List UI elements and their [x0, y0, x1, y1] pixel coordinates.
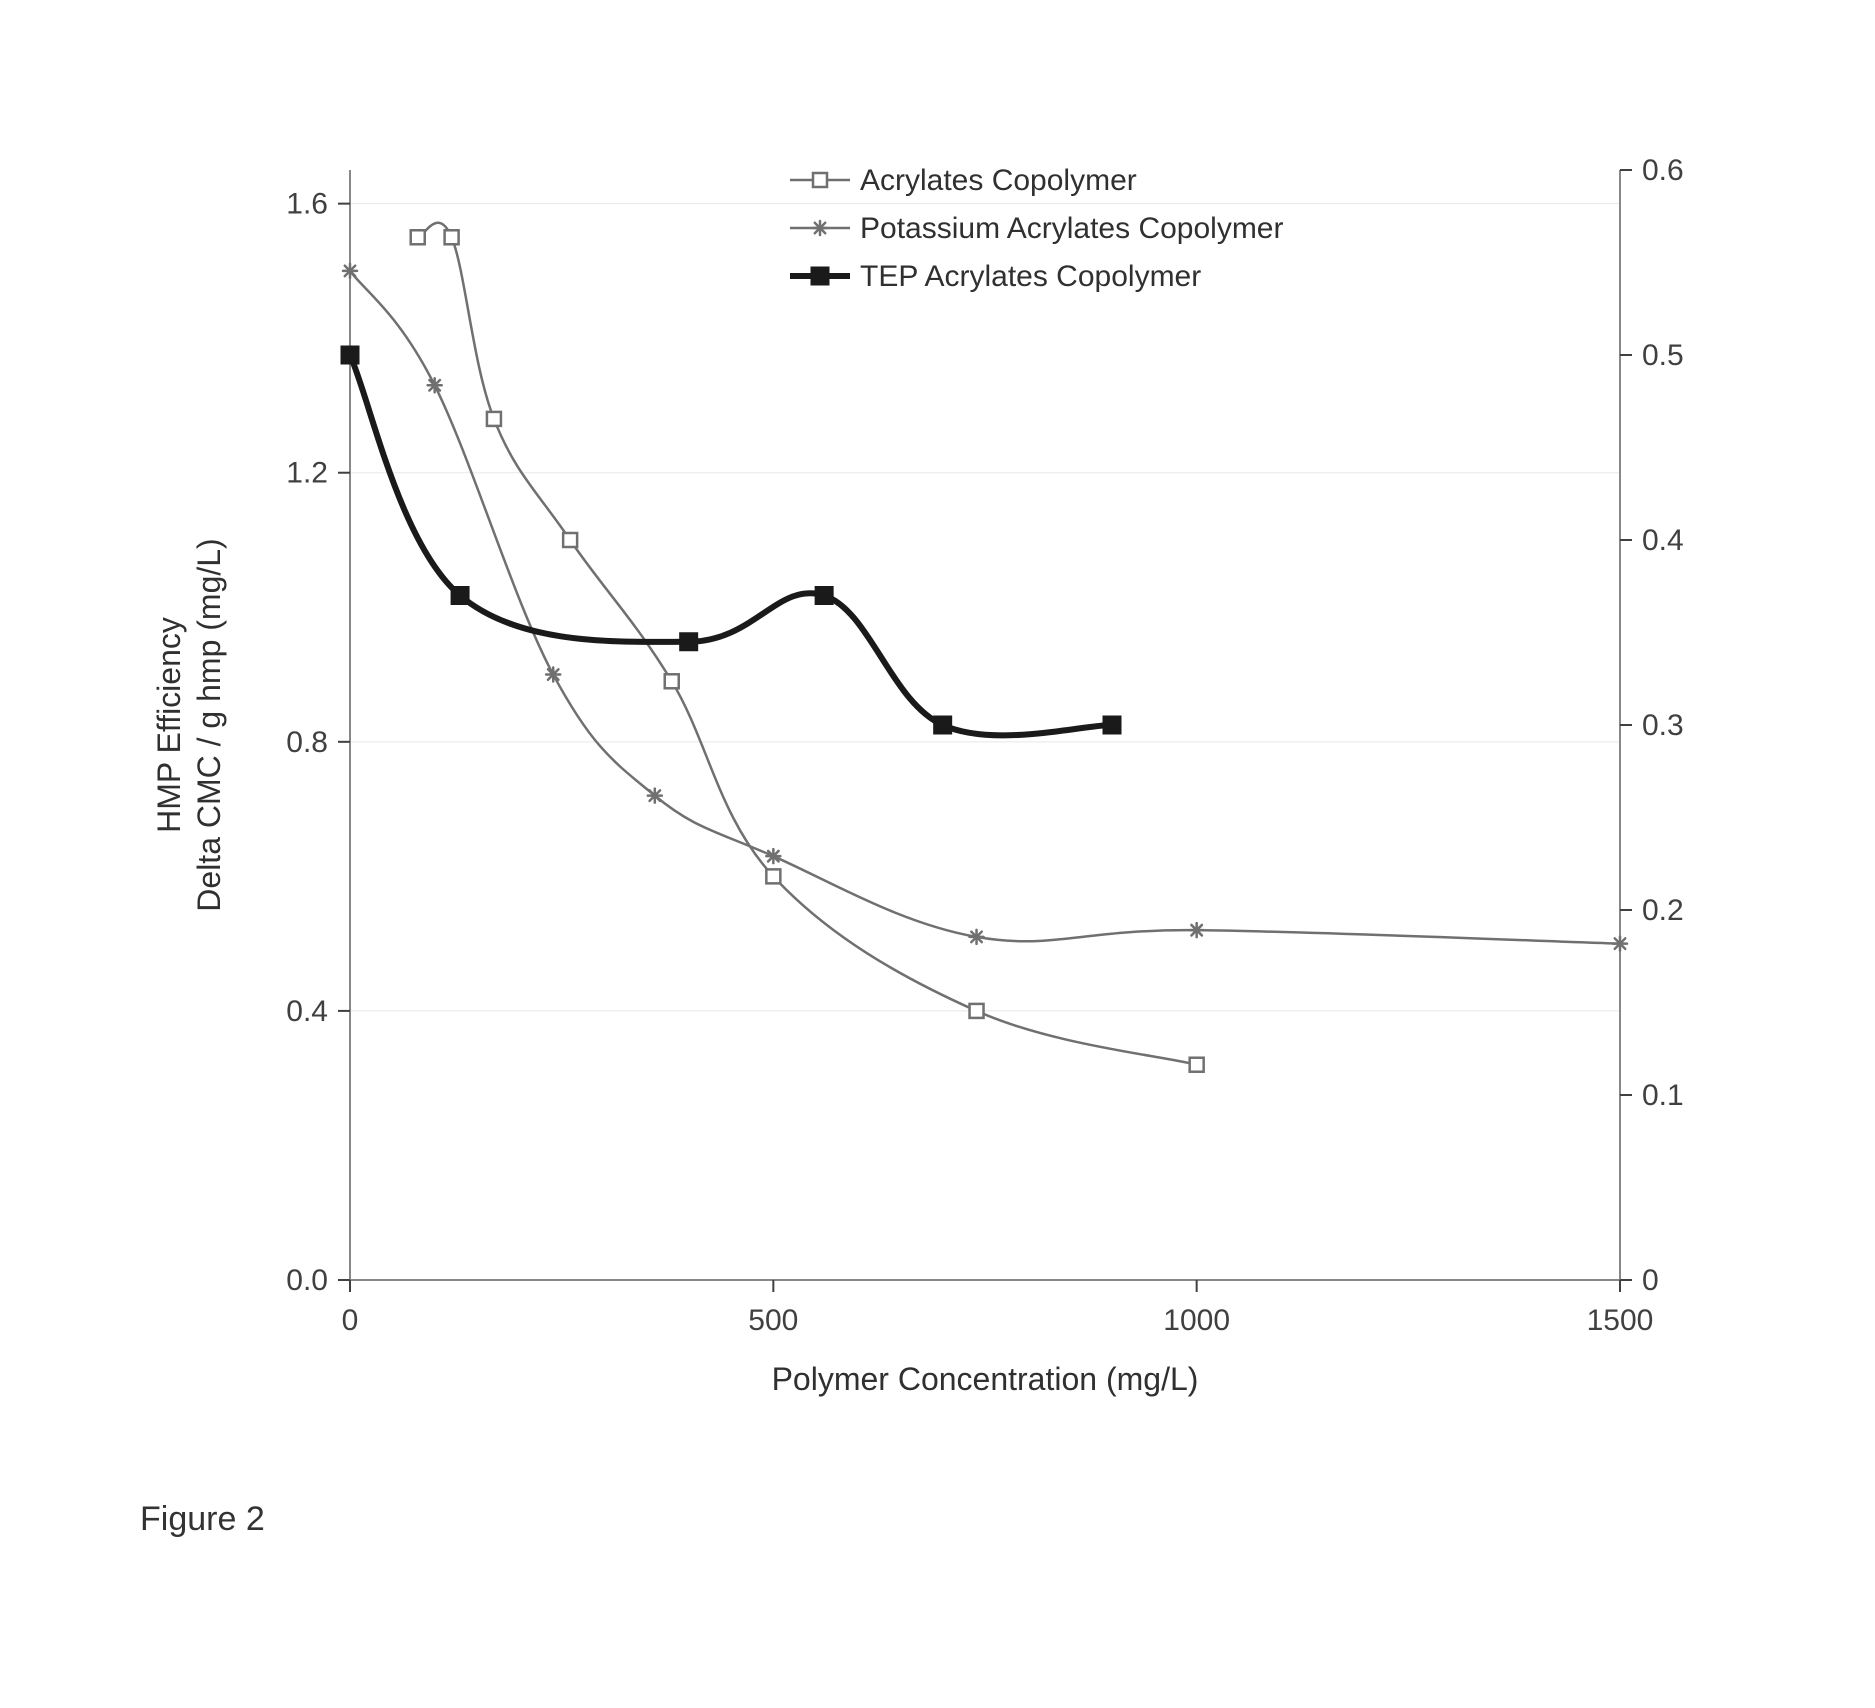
svg-text:1.2: 1.2: [286, 457, 328, 490]
svg-text:0.4: 0.4: [286, 995, 328, 1028]
svg-text:1000: 1000: [1163, 1304, 1230, 1337]
svg-text:0: 0: [1642, 1264, 1659, 1297]
svg-text:Polymer Concentration (mg/L): Polymer Concentration (mg/L): [772, 1361, 1199, 1397]
svg-text:0.4: 0.4: [1642, 524, 1684, 557]
svg-text:0.6: 0.6: [1642, 154, 1684, 187]
svg-text:0.3: 0.3: [1642, 709, 1684, 742]
svg-text:TEP Acrylates Copolymer: TEP Acrylates Copolymer: [860, 260, 1201, 293]
svg-text:Acrylates Copolymer: Acrylates Copolymer: [860, 164, 1137, 197]
svg-text:0.0: 0.0: [286, 1264, 328, 1297]
chart-container: 0 500 1000 1500 Polymer Concentration (mg/L)…: [140, 140, 1740, 1440]
svg-text:500: 500: [748, 1304, 798, 1337]
svg-text:Potassium Acrylates Copolymer: Potassium Acrylates Copolymer: [860, 212, 1284, 245]
figure-caption: Figure 2: [140, 1500, 265, 1539]
svg-text:Delta CMC / g hmp (mg/L): Delta CMC / g hmp (mg/L): [191, 538, 227, 911]
svg-text:HMP Efficiency: HMP Efficiency: [151, 617, 187, 833]
svg-text:1500: 1500: [1587, 1304, 1654, 1337]
svg-text:0.2: 0.2: [1642, 894, 1684, 927]
svg-text:0: 0: [342, 1304, 359, 1337]
page: 0 500 1000 1500 Polymer Concentration (mg/L)…: [0, 0, 1875, 1708]
line-chart: 0 500 1000 1500 Polymer Concentration (mg/L)…: [140, 140, 1740, 1440]
svg-text:0.1: 0.1: [1642, 1079, 1684, 1112]
svg-text:0.5: 0.5: [1642, 339, 1684, 372]
svg-text:0.8: 0.8: [286, 726, 328, 759]
svg-text:1.6: 1.6: [286, 188, 328, 221]
